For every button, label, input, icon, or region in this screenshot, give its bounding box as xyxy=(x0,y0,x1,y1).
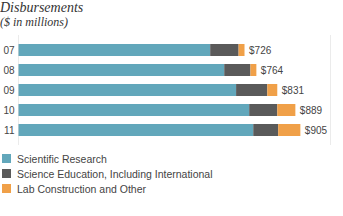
svg-text:09: 09 xyxy=(3,85,15,96)
svg-text:11: 11 xyxy=(4,125,15,136)
svg-text:07: 07 xyxy=(3,45,15,56)
svg-text:08: 08 xyxy=(3,65,15,76)
html-text:Disbursements: Disbursements xyxy=(0,0,84,15)
svg-text:$889: $889 xyxy=(300,105,323,116)
html-text:Science Education, Including I: Science Education, Including Internation… xyxy=(17,167,213,180)
svg-text:$764: $764 xyxy=(261,65,284,76)
svg-text:$831: $831 xyxy=(282,85,305,96)
svg-text:$905: $905 xyxy=(305,125,328,136)
svg-text:$726: $726 xyxy=(249,45,272,56)
html-text:Scientific Research: Scientific Research xyxy=(17,152,107,165)
html-text:Lab Construction and Other: Lab Construction and Other xyxy=(17,182,146,195)
svg-text:10: 10 xyxy=(3,105,15,116)
html-text:($ in millions): ($ in millions) xyxy=(0,15,68,29)
